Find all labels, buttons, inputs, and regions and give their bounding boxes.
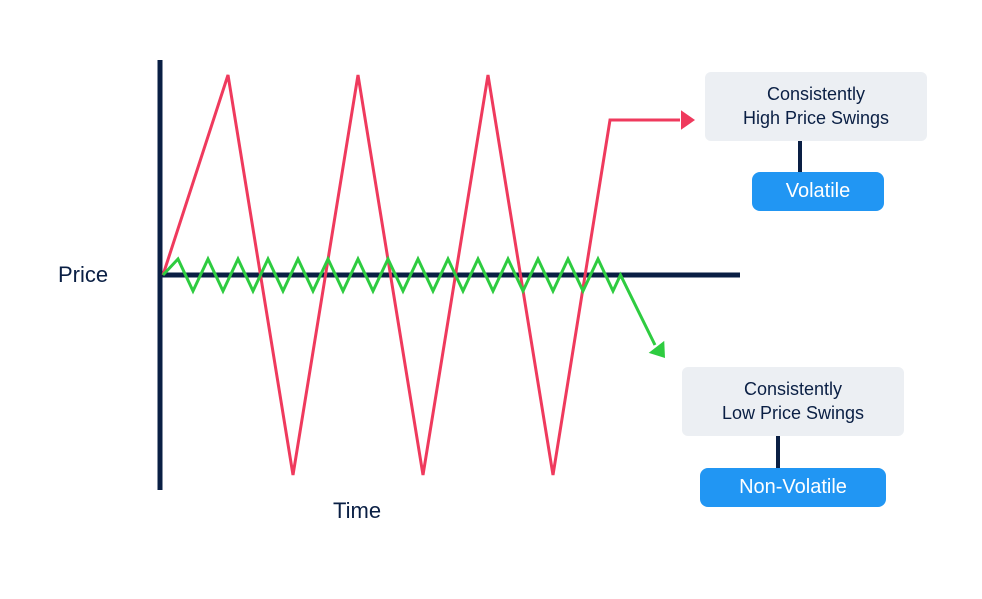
volatile-tag: Volatile <box>752 172 884 211</box>
volatile-desc-line1: Consistently <box>721 82 911 106</box>
nonvolatile-tag: Non-Volatile <box>700 468 886 507</box>
nonvolatile-desc-line2: Low Price Swings <box>698 401 888 425</box>
x-axis-label: Time <box>333 498 381 524</box>
nonvolatile-description-box: Consistently Low Price Swings <box>682 367 904 436</box>
y-axis-label: Price <box>58 262 108 288</box>
volatile-description-box: Consistently High Price Swings <box>705 72 927 141</box>
nonvolatile-arrowhead <box>649 341 665 358</box>
volatile-desc-line2: High Price Swings <box>721 106 911 130</box>
volatility-diagram: Price Time Consistently High Price Swing… <box>0 0 982 599</box>
nonvolatile-desc-line1: Consistently <box>698 377 888 401</box>
volatile-arrowhead <box>681 110 695 130</box>
